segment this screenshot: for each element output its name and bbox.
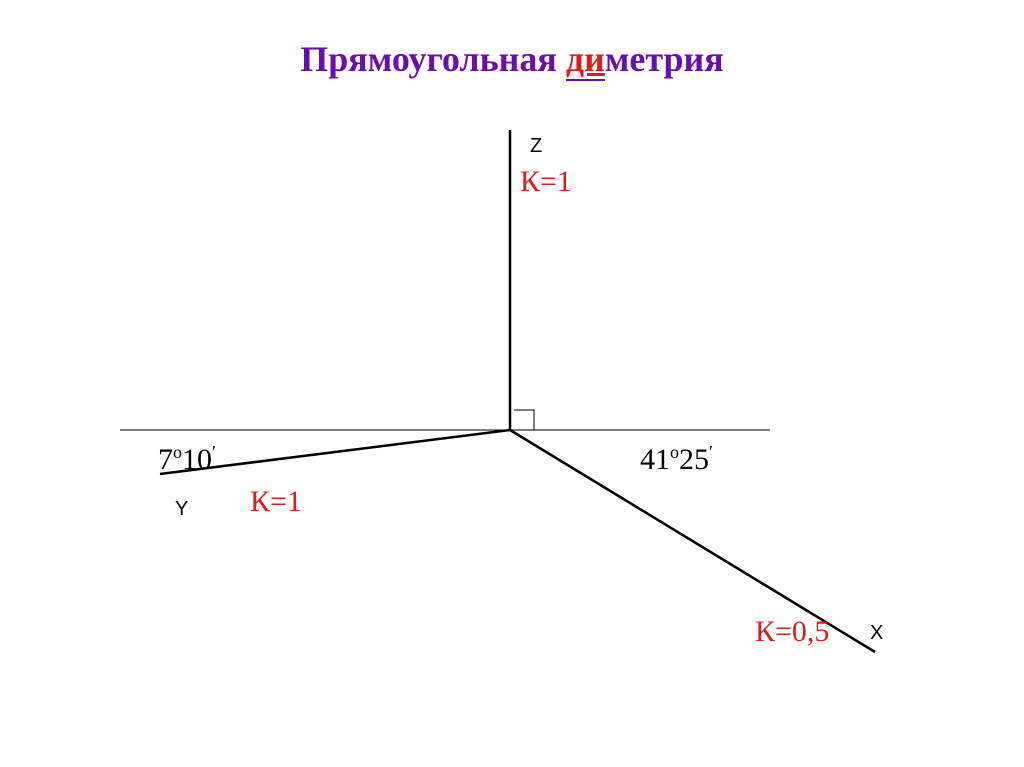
z-axis-label: Z bbox=[530, 135, 542, 158]
y-k-coefficient: К=1 bbox=[250, 485, 302, 519]
x-angle-minutes: 25 bbox=[679, 443, 709, 476]
degree-symbol: о bbox=[670, 442, 679, 462]
x-axis-label: X bbox=[870, 622, 883, 645]
y-axis-angle: 7о10′ bbox=[158, 442, 216, 477]
x-angle-degrees: 41 bbox=[640, 443, 670, 476]
x-k-coefficient: К=0,5 bbox=[755, 615, 829, 649]
z-k-coefficient: К=1 bbox=[520, 165, 572, 199]
x-axis-angle: 41о25′ bbox=[640, 442, 713, 477]
axis-diagram bbox=[0, 0, 1024, 767]
minute-symbol: ′ bbox=[709, 442, 713, 462]
degree-symbol: о bbox=[173, 442, 182, 462]
minute-symbol: ′ bbox=[212, 442, 216, 462]
right-angle-marker bbox=[514, 410, 534, 430]
y-angle-degrees: 7 bbox=[158, 443, 173, 476]
y-axis-label: Y bbox=[175, 498, 188, 521]
y-angle-minutes: 10 bbox=[182, 443, 212, 476]
